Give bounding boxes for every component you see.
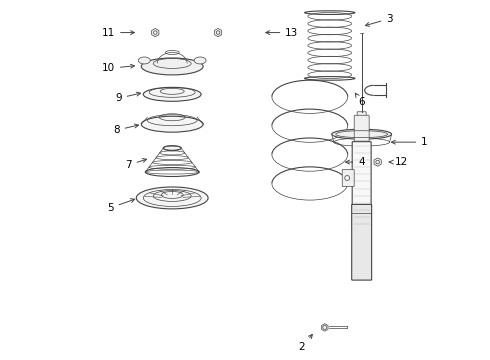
Ellipse shape [138,57,150,64]
Text: 8: 8 [113,124,139,135]
Text: 5: 5 [107,199,135,213]
Text: 4: 4 [345,157,365,167]
Polygon shape [215,28,221,37]
Text: 13: 13 [266,28,298,37]
Text: 2: 2 [298,334,312,352]
Polygon shape [321,324,328,331]
FancyBboxPatch shape [357,112,366,133]
Ellipse shape [143,87,201,101]
Text: 11: 11 [102,28,134,37]
Ellipse shape [141,116,203,132]
Text: 10: 10 [102,63,134,73]
FancyBboxPatch shape [352,204,371,280]
FancyBboxPatch shape [352,141,371,228]
Text: 7: 7 [125,158,147,170]
Text: 9: 9 [115,92,141,103]
Polygon shape [151,28,159,37]
Text: 1: 1 [392,137,428,147]
Ellipse shape [332,129,392,139]
Ellipse shape [136,187,208,209]
FancyBboxPatch shape [354,115,369,141]
Text: 3: 3 [366,14,393,26]
Ellipse shape [141,58,203,75]
Text: 6: 6 [355,93,365,107]
FancyBboxPatch shape [342,170,354,186]
Ellipse shape [163,146,181,150]
Text: 12: 12 [389,157,408,167]
Ellipse shape [194,57,206,64]
Polygon shape [374,158,381,166]
